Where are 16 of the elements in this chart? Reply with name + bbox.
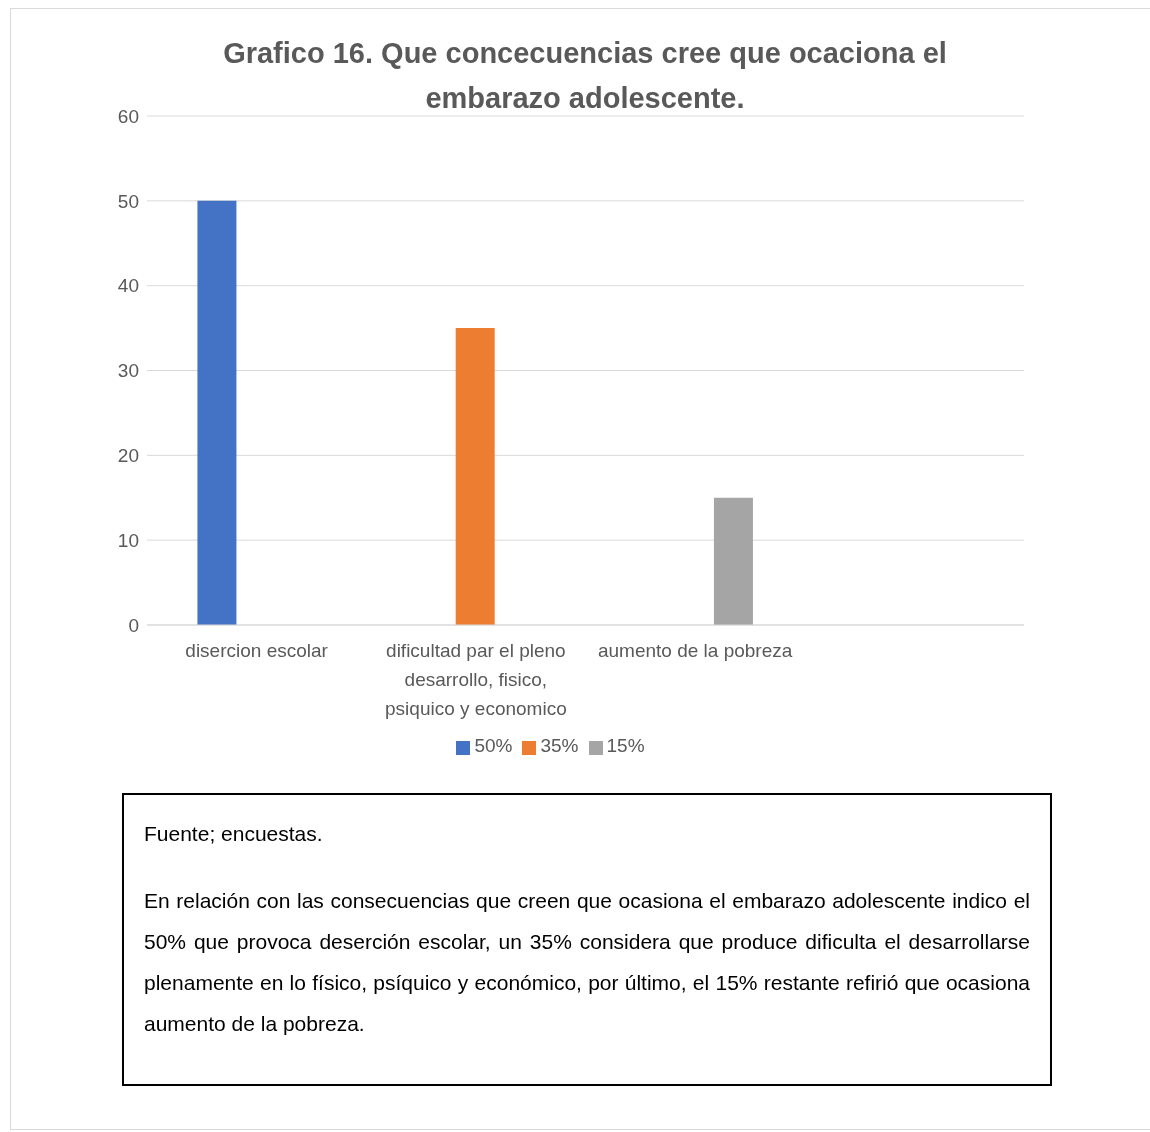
y-tick-label: 50	[117, 190, 139, 212]
y-tick-label: 60	[117, 105, 139, 127]
legend-label: 15%	[606, 735, 645, 756]
legend-label: 35%	[540, 735, 579, 756]
x-tick-label: dificultad par el pleno desarrollo, fisico, psiquico y economico	[385, 640, 567, 719]
y-tick-label: 40	[117, 275, 139, 297]
chart-title: Grafico 16. Que concecuencias cree que ocaciona el embarazo adolescente.	[222, 36, 948, 116]
x-tick-label: aumento de la pobreza	[597, 640, 793, 661]
text: En relación con las consecuencias que creen que ocasiona el embarazo adolescente indico el 50% que provoca deserción escolar, un 35% considera que produce dificulta el desarrollarse plenamente en lo físico, psíquico y económico, por último, el 15% restante refirió que ocasiona aumento de la pobreza.	[144, 888, 1030, 1037]
source-note: Fuente; encuestas.	[144, 821, 324, 847]
y-tick-label: 0	[128, 614, 139, 636]
legend-label: 50%	[474, 735, 513, 756]
y-tick-label: 20	[117, 445, 139, 467]
y-tick-label: 10	[117, 529, 139, 551]
x-tick-label: disercion escolar	[185, 640, 329, 661]
y-tick-label: 30	[117, 360, 139, 382]
